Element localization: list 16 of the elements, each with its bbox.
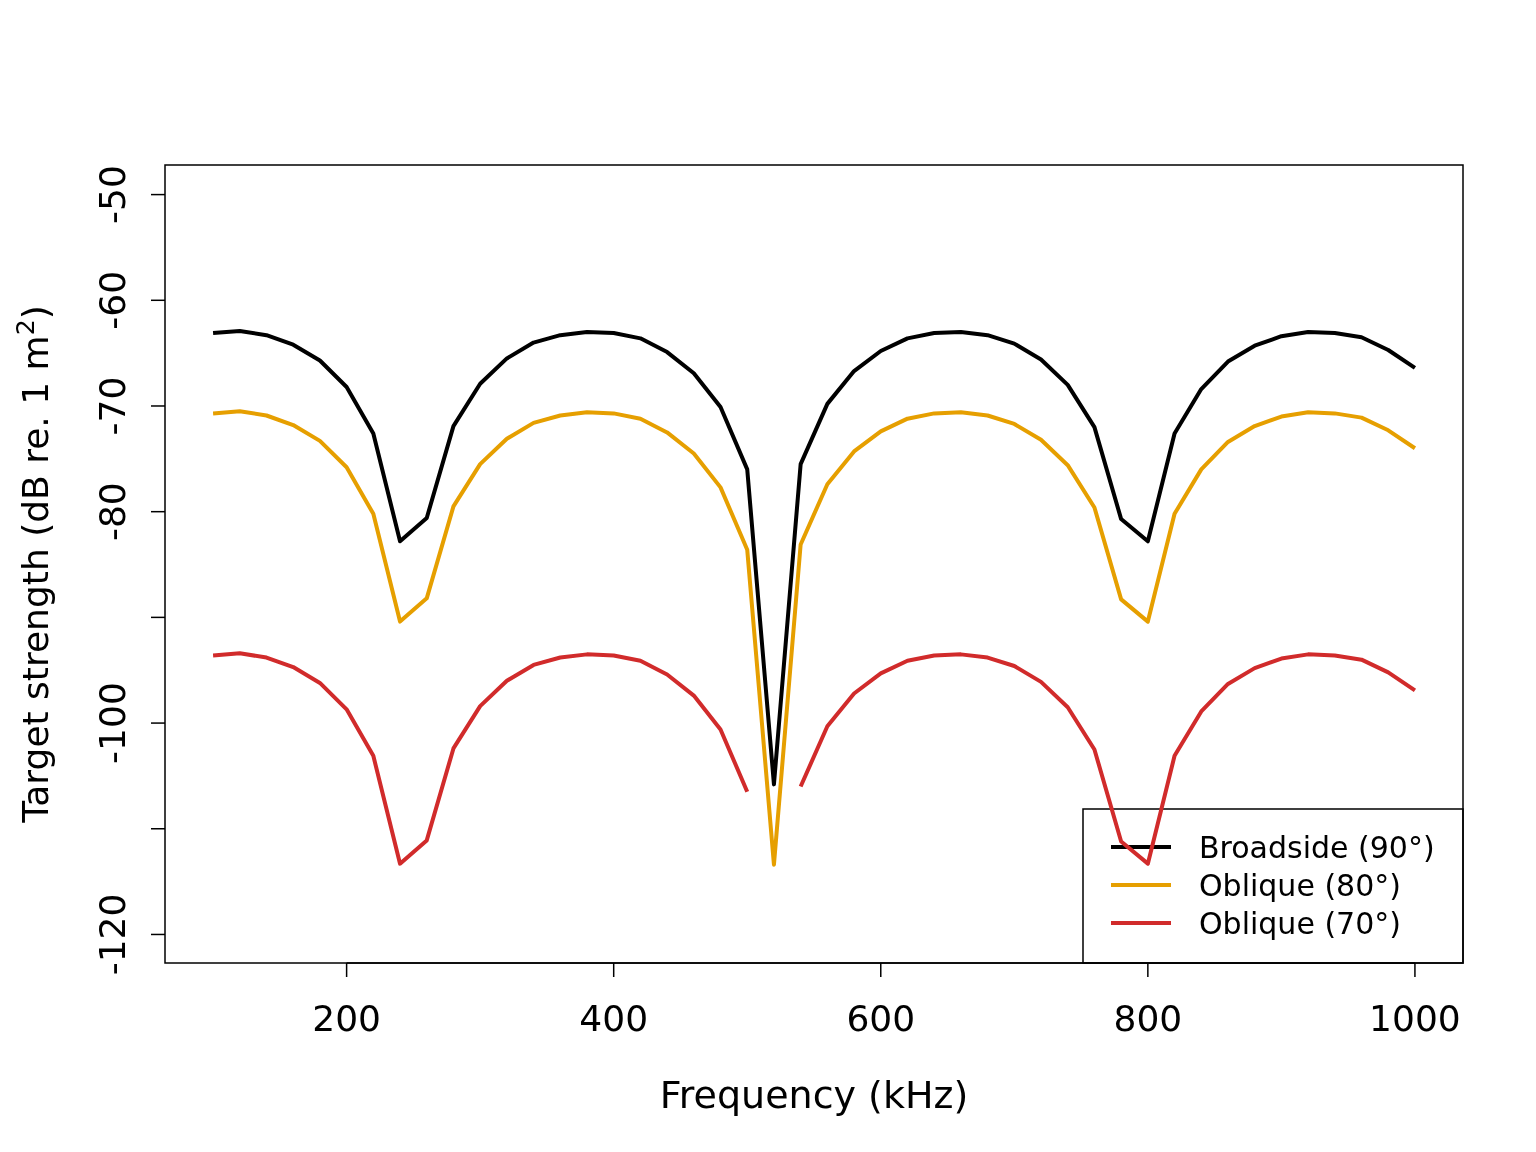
x-tick-label: 1000 bbox=[1369, 998, 1461, 1039]
line-series bbox=[211, 328, 1417, 787]
x-tick-label: 400 bbox=[579, 998, 649, 1039]
x-tick-label: 200 bbox=[312, 998, 381, 1039]
x-tick-label: 600 bbox=[846, 998, 916, 1039]
y-tick-label: -80 bbox=[92, 482, 133, 542]
y-tick-label: -60 bbox=[92, 270, 133, 330]
legend-label: Broadside (90°) bbox=[1199, 830, 1435, 865]
y-tick-label: -100 bbox=[92, 682, 133, 764]
x-tick-label: 800 bbox=[1113, 998, 1183, 1039]
x-axis-title: Frequency (kHz) bbox=[659, 1073, 969, 1117]
y-tick-label: -50 bbox=[92, 165, 133, 224]
legend-label: Oblique (70°) bbox=[1199, 906, 1401, 941]
y-tick-label: -70 bbox=[92, 376, 133, 436]
legend-label: Oblique (80°) bbox=[1199, 868, 1401, 903]
y-tick-label: -120 bbox=[92, 893, 133, 976]
